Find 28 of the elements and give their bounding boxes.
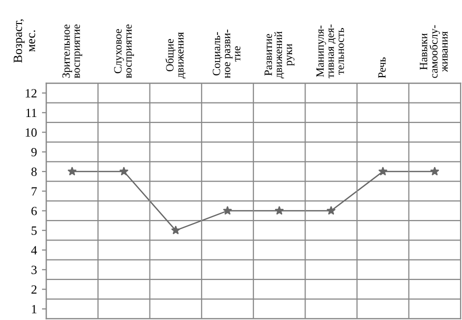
y-tick-label: 6	[31, 206, 37, 216]
y-tick-label: 4	[31, 246, 37, 254]
y-axis-title: Возраст, мес.	[14, 19, 36, 63]
point	[430, 167, 440, 176]
y-tick-label: 12	[26, 89, 36, 98]
x-tick-label: Слуховое восприятие	[114, 24, 134, 78]
point	[274, 206, 284, 215]
x-tick-label: Развитие движений руки	[264, 31, 294, 78]
y-tick-label: 7	[32, 187, 37, 196]
x-tick-label: Зрительное восприятие	[62, 24, 82, 78]
point	[120, 167, 128, 176]
y-tick-label: 5	[32, 226, 37, 235]
y-tick-label: 8	[31, 168, 37, 176]
y-tick-label: 1	[32, 304, 36, 314]
point	[378, 167, 388, 176]
x-tick-label: Общие движения	[165, 32, 186, 78]
x-tick-label: Речь	[378, 57, 386, 78]
y-tick-label: 10	[26, 128, 37, 137]
y-tick-label: 11	[26, 108, 36, 117]
point	[223, 206, 232, 215]
x-tick-label: Социаль- ное разви- тие	[212, 30, 240, 78]
y-tick-label: 9	[31, 148, 37, 156]
y-tick-label: 3	[32, 266, 37, 274]
y-tick-label: 2	[31, 285, 36, 294]
x-tick-label: Навыки самообслу- живания	[420, 25, 448, 78]
point	[171, 226, 180, 234]
point	[68, 167, 76, 176]
point	[326, 206, 336, 215]
